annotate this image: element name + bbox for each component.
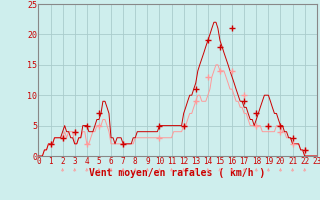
X-axis label: Vent moyen/en rafales ( km/h ): Vent moyen/en rafales ( km/h ) [90, 168, 266, 178]
